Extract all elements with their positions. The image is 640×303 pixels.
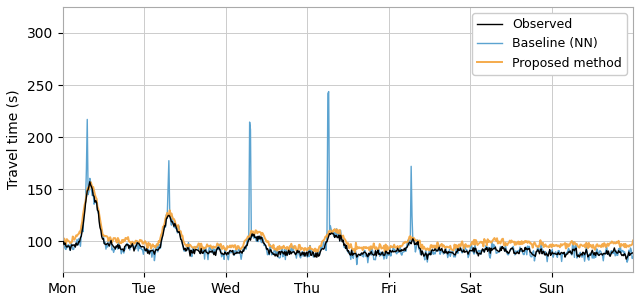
Proposed method <box>541 244 548 248</box>
Observed <box>577 252 585 256</box>
Baseline (NN) <box>353 263 360 266</box>
Proposed method <box>59 240 67 243</box>
Baseline (NN) <box>325 90 333 93</box>
Baseline (NN) <box>577 253 585 256</box>
Observed <box>86 180 93 184</box>
Observed <box>212 254 220 257</box>
Observed <box>541 253 548 257</box>
Baseline (NN) <box>245 236 253 239</box>
Proposed method <box>629 239 637 242</box>
Baseline (NN) <box>629 255 637 259</box>
Observed <box>246 236 253 240</box>
Legend: Observed, Baseline (NN), Proposed method: Observed, Baseline (NN), Proposed method <box>472 13 627 75</box>
Baseline (NN) <box>211 248 219 251</box>
Baseline (NN) <box>75 237 83 241</box>
Line: Baseline (NN): Baseline (NN) <box>63 92 633 265</box>
Baseline (NN) <box>152 252 159 256</box>
Proposed method <box>577 243 585 247</box>
Proposed method <box>75 232 83 236</box>
Baseline (NN) <box>541 251 548 255</box>
Observed <box>629 251 637 255</box>
Line: Observed: Observed <box>63 182 633 259</box>
Y-axis label: Travel time (s): Travel time (s) <box>7 90 21 189</box>
Line: Proposed method: Proposed method <box>63 182 633 253</box>
Proposed method <box>87 180 95 184</box>
Baseline (NN) <box>59 243 67 246</box>
Observed <box>59 243 67 247</box>
Observed <box>75 240 83 243</box>
Proposed method <box>351 251 359 255</box>
Proposed method <box>246 235 253 238</box>
Observed <box>152 248 160 251</box>
Proposed method <box>152 245 160 248</box>
Observed <box>424 258 431 261</box>
Proposed method <box>212 245 220 249</box>
